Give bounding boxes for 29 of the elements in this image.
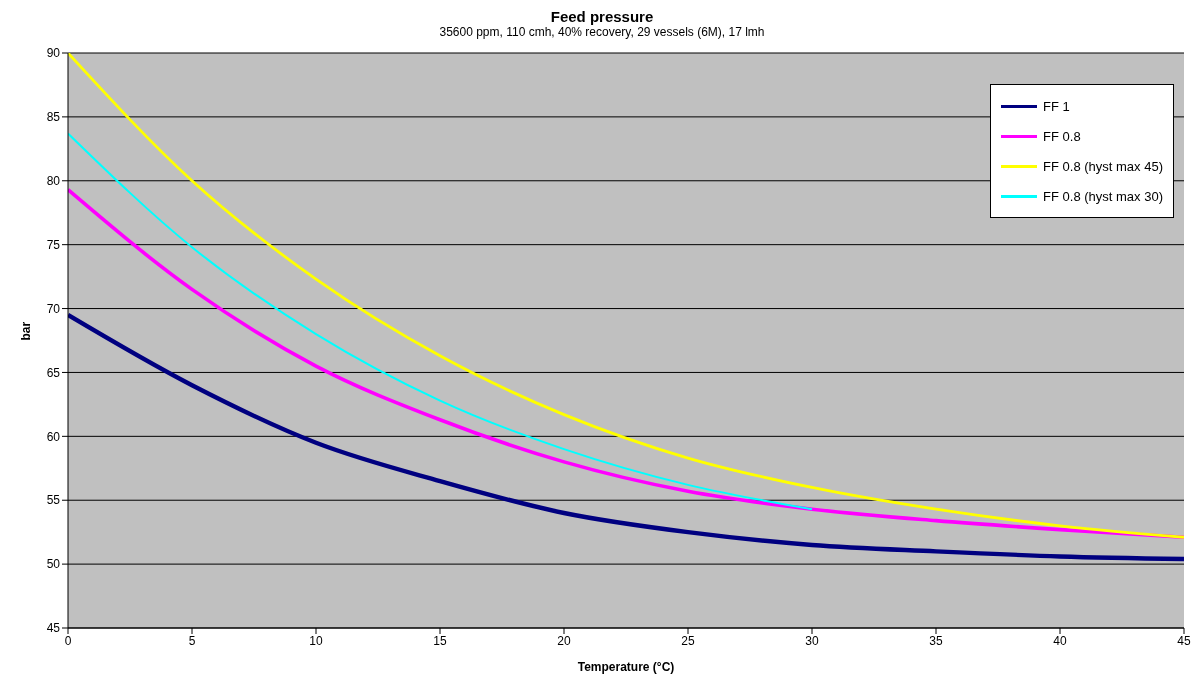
x-tick-label: 20 bbox=[557, 633, 571, 648]
y-tick-label: 45 bbox=[46, 621, 61, 636]
x-tick-label: 45 bbox=[1177, 633, 1191, 648]
x-axis-title: Temperature (°C) bbox=[577, 660, 675, 674]
y-axis-title: bar bbox=[19, 321, 34, 341]
y-tick-label: 70 bbox=[46, 301, 61, 316]
y-tick-label: 80 bbox=[46, 174, 61, 189]
line-series bbox=[68, 132, 813, 511]
legend-label: FF 0.8 (hyst max 45) bbox=[1043, 158, 1163, 174]
x-tick-label: 35 bbox=[929, 633, 943, 648]
legend-label: FF 0.8 bbox=[1043, 128, 1081, 144]
x-tick-label: 40 bbox=[1053, 633, 1067, 648]
chart-title: Feed pressure bbox=[549, 8, 655, 25]
legend-label: FF 1 bbox=[1043, 98, 1070, 114]
legend-label: FF 0.8 (hyst max 30) bbox=[1043, 188, 1163, 204]
y-tick-label: 50 bbox=[46, 557, 61, 572]
x-tick-label: 0 bbox=[64, 633, 72, 648]
x-tick-label: 25 bbox=[681, 633, 695, 648]
y-tick-label: 75 bbox=[46, 237, 61, 252]
y-tick-label: 85 bbox=[46, 110, 61, 125]
x-tick-label: 30 bbox=[805, 633, 819, 648]
x-tick-label: 15 bbox=[433, 633, 447, 648]
x-tick-label: 10 bbox=[309, 633, 323, 648]
y-tick-label: 55 bbox=[46, 493, 61, 508]
x-tick-label: 5 bbox=[188, 633, 196, 648]
y-tick-label: 65 bbox=[46, 365, 61, 380]
y-tick-label: 90 bbox=[46, 46, 61, 61]
y-tick-label: 60 bbox=[46, 429, 61, 444]
chart-subtitle: 35600 ppm, 110 cmh, 40% recovery, 29 vessels (6M), 17 lmh bbox=[438, 25, 766, 39]
